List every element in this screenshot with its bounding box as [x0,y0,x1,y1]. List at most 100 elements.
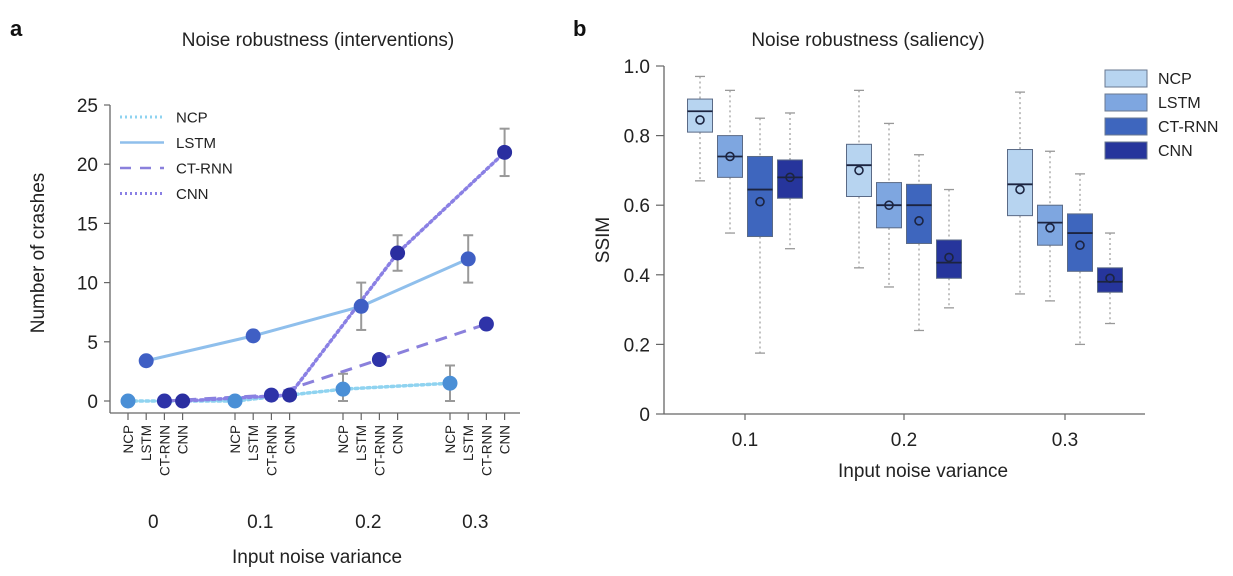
x-subcategory-label: NCP [336,425,351,454]
box-lstm [717,89,743,234]
series-line-cnn [180,150,507,403]
box-mean [944,252,954,263]
series-line-ct-rnn [164,322,487,403]
box-iqr [1037,204,1063,246]
x-subcategory-label: LSTM [246,425,261,461]
panel-b-letter: b [573,16,586,41]
box-ncp [687,75,713,182]
y-tick-label: 10 [77,274,98,295]
data-point-cnn [282,387,298,403]
y-tick-label: 5 [87,333,98,354]
panel-a-letter: a [10,16,23,41]
data-point-lstm [245,328,261,344]
data-point-cnn [497,144,513,160]
data-point-ncp [227,393,243,409]
data-point-lstm [138,353,154,369]
legend-label: NCP [1158,71,1192,88]
data-point-ncp [120,393,136,409]
x-subcategory-label: CNN [498,425,513,454]
x-subcategory-label: NCP [443,425,458,454]
y-tick-label: 25 [77,96,98,117]
panel-b-xlabel: Input noise variance [838,461,1008,482]
x-subcategory-label: CT-RNN [157,425,172,476]
box-iqr [1007,149,1033,217]
box-mean [785,172,795,183]
box-cnn [777,112,803,250]
panel-a-ylabel: Number of crashes [28,173,49,334]
y-tick-label: 0.8 [624,127,650,148]
data-point-cnn [175,393,191,409]
data-point-ct-rnn [478,316,494,332]
box-ct-rnn [1067,173,1093,346]
y-tick-label: 0.6 [624,196,650,217]
box-lstm [876,122,902,288]
data-point-ct-rnn [263,387,279,403]
data-point-cnn [390,245,406,261]
x-group-label: 0.3 [462,512,488,533]
box-mean [884,200,894,210]
x-subcategory-label: NCP [228,425,243,454]
panel-b-ylabel: SSIM [593,217,614,263]
x-group-label: 0 [148,512,159,533]
box-iqr [936,239,962,279]
x-subcategory-label: CT-RNN [264,425,279,476]
box-iqr [747,155,773,238]
box-mean [1075,240,1085,251]
box-mean [755,196,765,207]
x-group-label: 0.1 [247,512,273,533]
y-tick-label: 0.2 [624,335,650,356]
x-subcategory-label: LSTM [354,425,369,461]
box-cnn [936,188,962,309]
data-point-ct-rnn [156,393,172,409]
box-lstm [1037,150,1063,302]
y-tick-label: 20 [77,155,98,176]
box-iqr [1067,213,1093,272]
legend-label: LSTM [1158,95,1201,112]
legend-swatch-lstm [1104,93,1148,112]
box-ncp [1007,91,1033,295]
box-iqr [906,183,932,244]
legend-label: CT-RNN [1158,119,1218,136]
box-ncp [846,89,872,269]
data-point-ncp [442,375,458,391]
x-group-label: 0.2 [355,512,381,533]
data-point-lstm [460,251,476,267]
y-tick-label: 0.4 [624,266,651,287]
panel-b-chart: 0 0.2 0.4 0.6 0.8 1.0 0.1 0.2 0.3 NCP LSTM CT-RNN CN… [624,57,1219,451]
y-tick-label: 1.0 [624,57,650,78]
data-point-ncp [335,381,351,397]
x-subcategory-label: CNN [283,425,298,454]
box-mean [695,115,705,125]
x-subcategory-label: CNN [176,425,191,454]
box-iqr [687,98,713,133]
series-line-lstm [145,257,469,363]
box-mean [1015,184,1025,195]
x-subcategory-label: LSTM [139,425,154,461]
x-subcategory-label: CT-RNN [372,425,387,476]
box-ct-rnn [747,117,773,354]
x-tick-label: 0.1 [732,430,758,451]
legend-label: CT-RNN [176,161,233,178]
data-point-lstm [353,298,369,314]
legend-label: LSTM [176,135,216,152]
legend-swatch-ncp [1104,69,1148,88]
box-mean [914,216,924,226]
y-tick-label: 15 [77,214,98,235]
legend-label: CNN [1158,143,1193,160]
box-ct-rnn [906,154,932,332]
legend-swatch-cnn [1104,141,1148,160]
x-tick-label: 0.3 [1052,430,1078,451]
box-mean [854,165,864,176]
legend-label: NCP [176,110,208,127]
y-tick-label: 0 [639,405,650,426]
box-iqr [777,159,803,199]
x-tick-label: 0.2 [891,430,917,451]
legend-swatch-ct-rnn [1104,117,1148,136]
box-mean [1105,273,1115,284]
box-mean [725,151,735,162]
x-subcategory-label: CNN [391,425,406,454]
box-cnn [1097,232,1123,325]
x-subcategory-label: CT-RNN [479,425,494,476]
